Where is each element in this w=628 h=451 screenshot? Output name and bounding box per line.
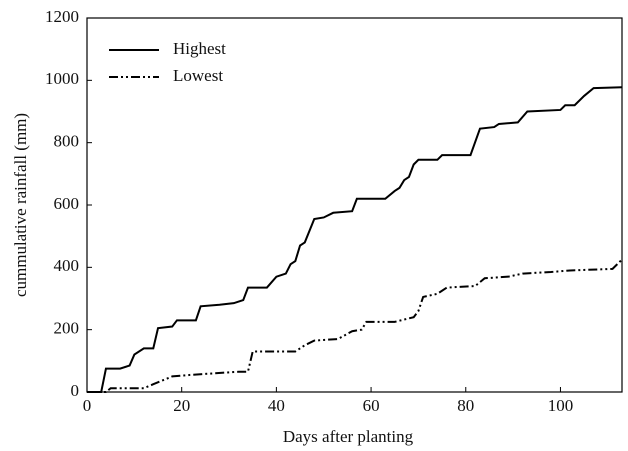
x-tick-label: 100 — [548, 396, 574, 415]
x-tick-label: 20 — [173, 396, 190, 415]
y-tick-label: 1200 — [45, 7, 79, 26]
y-tick-label: 600 — [54, 194, 80, 213]
data-line — [87, 258, 623, 393]
data-line — [87, 86, 623, 393]
x-tick-label: 80 — [457, 396, 474, 415]
x-tick-label: 60 — [363, 396, 380, 415]
y-axis-label: cummulative rainfall (mm) — [11, 113, 30, 297]
y-tick-label: 0 — [71, 381, 80, 400]
y-tick-label: 800 — [54, 132, 80, 151]
legend-label: Lowest — [173, 66, 223, 85]
y-tick-label: 1000 — [45, 69, 79, 88]
legend-label: Highest — [173, 39, 226, 58]
y-tick-label: 200 — [54, 319, 80, 338]
x-axis-label: Days after planting — [283, 427, 414, 446]
x-tick-label: 0 — [83, 396, 92, 415]
y-tick-label: 400 — [54, 256, 80, 275]
x-tick-label: 40 — [268, 396, 285, 415]
